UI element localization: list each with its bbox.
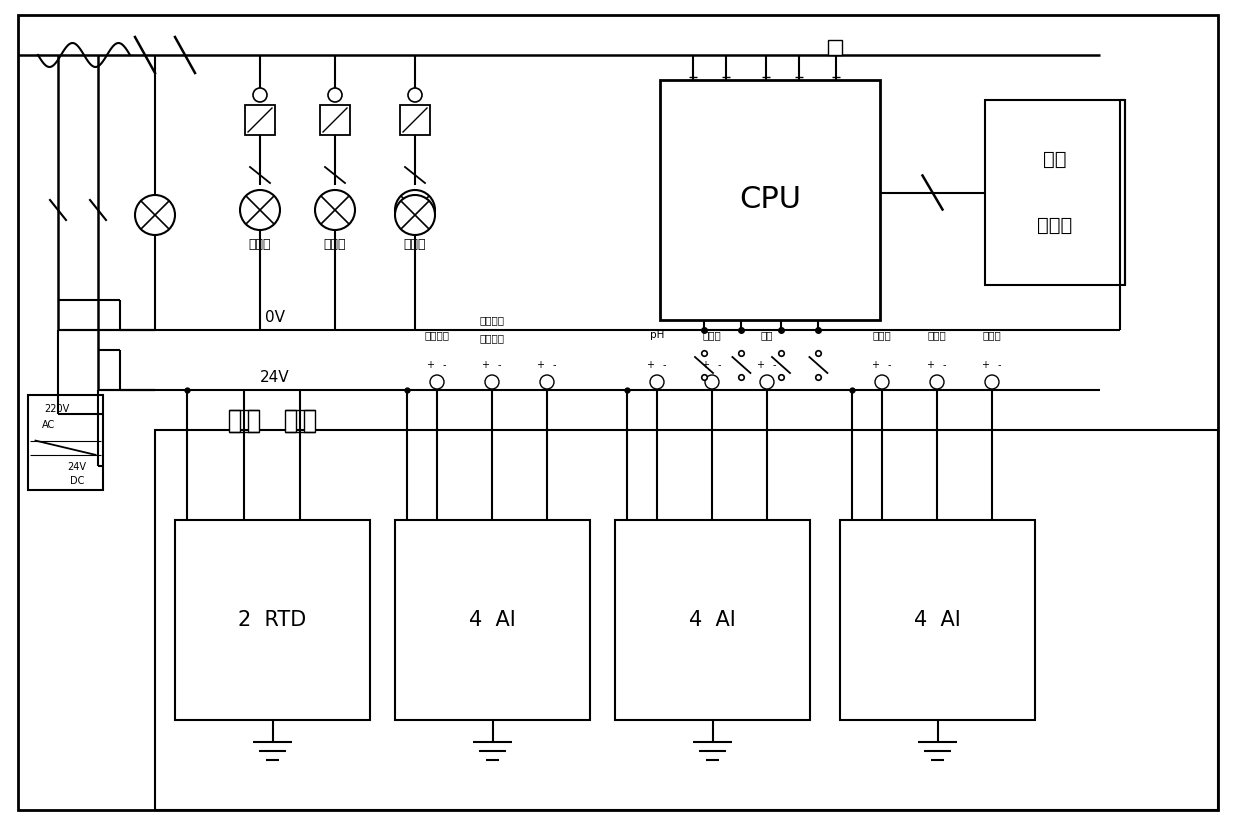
Circle shape	[484, 375, 499, 389]
Circle shape	[315, 190, 356, 230]
Text: pH: pH	[649, 330, 664, 340]
Bar	[840, 520, 1035, 720]
Text: 触摸: 触摸	[1043, 150, 1067, 169]
Text: 24V: 24V	[260, 371, 290, 386]
Circle shape	[395, 190, 435, 230]
Text: -: -	[497, 360, 501, 370]
Circle shape	[705, 375, 719, 389]
Text: 泵后压力: 泵后压力	[479, 333, 504, 343]
Bar	[155, 430, 1218, 810]
Bar	[229, 410, 240, 432]
Text: 220V: 220V	[43, 404, 69, 415]
Text: 硬度: 硬度	[761, 330, 773, 340]
Text: 电导率: 电导率	[703, 330, 721, 340]
Bar	[175, 520, 370, 720]
Text: 泵前压力: 泵前压力	[479, 315, 504, 325]
Text: +: +	[481, 360, 489, 370]
Text: 4  AI: 4 AI	[914, 610, 961, 630]
Text: 进水压力: 进水压力	[425, 330, 450, 340]
Bar	[304, 410, 315, 432]
Text: -: -	[717, 360, 721, 370]
Bar	[615, 520, 810, 720]
Circle shape	[760, 375, 774, 389]
Text: 硫酸根: 硫酸根	[983, 330, 1001, 340]
Circle shape	[395, 195, 435, 235]
Circle shape	[930, 375, 944, 389]
Text: +: +	[646, 360, 654, 370]
Bar	[985, 100, 1125, 285]
Circle shape	[650, 375, 664, 389]
Text: 循环泵: 循环泵	[249, 239, 271, 251]
Text: CPU: CPU	[738, 186, 800, 215]
Bar	[245, 105, 275, 135]
Text: -: -	[442, 360, 446, 370]
Bar	[400, 105, 430, 135]
Text: +: +	[981, 360, 989, 370]
Bar	[828, 40, 843, 55]
Bar	[285, 410, 296, 432]
Circle shape	[540, 375, 554, 389]
Text: 0V: 0V	[265, 311, 285, 325]
Text: -: -	[887, 360, 891, 370]
Text: 24V: 24V	[67, 463, 87, 472]
Text: -: -	[942, 360, 945, 370]
Text: -: -	[772, 360, 776, 370]
Bar	[395, 520, 590, 720]
Text: 硅酸根: 硅酸根	[928, 330, 947, 340]
Bar	[248, 410, 259, 432]
Text: -: -	[997, 360, 1001, 370]
Text: 计量泵: 计量泵	[323, 239, 346, 251]
Circle shape	[135, 195, 175, 235]
Text: +: +	[701, 360, 709, 370]
Bar	[660, 80, 880, 320]
Circle shape	[240, 190, 280, 230]
Text: +: +	[536, 360, 544, 370]
Text: 4  AI: 4 AI	[470, 610, 515, 630]
Text: 氯离子: 氯离子	[872, 330, 891, 340]
Text: 显示屏: 显示屏	[1037, 216, 1073, 235]
Text: 报警灯: 报警灯	[404, 239, 426, 251]
Circle shape	[430, 375, 444, 389]
Text: -: -	[553, 360, 556, 370]
Text: DC: DC	[69, 476, 84, 486]
Text: -: -	[663, 360, 665, 370]
Text: +: +	[426, 360, 434, 370]
Bar	[28, 395, 103, 490]
Text: +: +	[926, 360, 934, 370]
Circle shape	[985, 375, 999, 389]
Circle shape	[328, 88, 342, 102]
Bar	[320, 105, 349, 135]
Circle shape	[875, 375, 890, 389]
Text: 2  RTD: 2 RTD	[238, 610, 306, 630]
Text: 4  AI: 4 AI	[689, 610, 736, 630]
Circle shape	[408, 88, 422, 102]
Text: +: +	[871, 360, 878, 370]
Circle shape	[253, 88, 266, 102]
Text: +: +	[756, 360, 764, 370]
Text: AC: AC	[42, 420, 56, 430]
